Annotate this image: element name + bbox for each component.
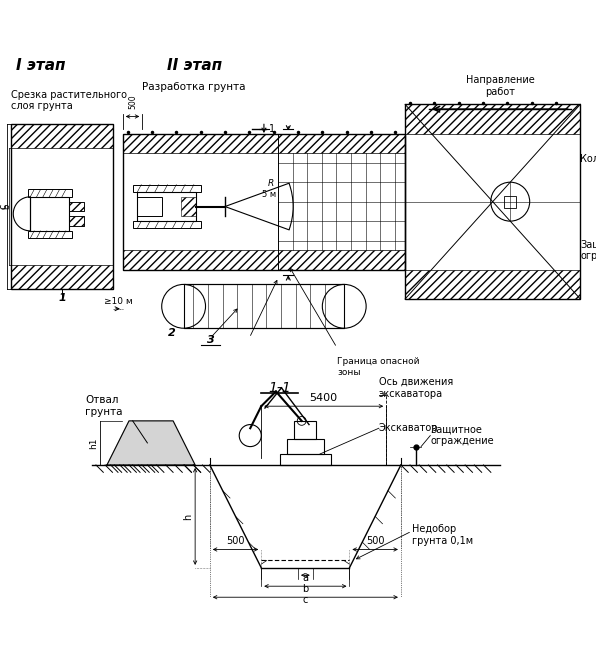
- Bar: [69, 201, 84, 211]
- Bar: [137, 192, 195, 221]
- Text: Колодец: Колодец: [581, 154, 596, 164]
- Text: c: c: [303, 595, 308, 605]
- Text: 1: 1: [269, 124, 275, 134]
- Bar: [405, 104, 581, 134]
- Text: Защитное
ограждение: Защитное ограждение: [430, 425, 494, 446]
- Text: 3: 3: [206, 335, 215, 345]
- Text: Срезка растительного
слоя грунта: Срезка растительного слоя грунта: [11, 90, 127, 112]
- Text: Отвал
грунта: Отвал грунта: [85, 396, 122, 417]
- Text: 500: 500: [128, 94, 137, 109]
- Text: 1-1: 1-1: [268, 381, 291, 395]
- Text: h: h: [183, 513, 193, 520]
- Text: Граница опасной
зоны: Граница опасной зоны: [337, 358, 420, 377]
- Bar: [69, 201, 84, 211]
- Bar: [123, 134, 405, 270]
- Bar: [405, 270, 581, 299]
- Bar: [123, 134, 405, 153]
- Bar: [28, 190, 72, 197]
- Text: R: R: [268, 179, 274, 188]
- Text: Недобор
грунта 0,1м: Недобор грунта 0,1м: [412, 524, 473, 546]
- Bar: [504, 196, 516, 207]
- Bar: [11, 265, 113, 289]
- Text: 5400: 5400: [310, 393, 338, 403]
- Bar: [137, 197, 162, 216]
- Bar: [123, 251, 405, 270]
- Bar: [11, 124, 113, 289]
- Bar: [132, 221, 201, 228]
- Bar: [11, 124, 113, 148]
- Bar: [69, 216, 84, 226]
- Bar: [181, 197, 195, 216]
- Text: I этап: I этап: [15, 58, 65, 73]
- Text: 5 м: 5 м: [262, 190, 277, 199]
- Text: Ось движения
экскаватора: Ось движения экскаватора: [379, 377, 453, 399]
- Text: Экскаватор: Экскаватор: [379, 423, 438, 433]
- Text: c: c: [0, 204, 8, 209]
- Bar: [132, 184, 201, 192]
- Bar: [28, 231, 72, 238]
- Bar: [184, 285, 344, 328]
- Bar: [287, 440, 324, 454]
- Text: b: b: [2, 204, 11, 209]
- Text: Направление
работ: Направление работ: [465, 75, 535, 96]
- Text: b: b: [302, 584, 309, 594]
- Text: h1: h1: [89, 437, 98, 449]
- Text: 500: 500: [366, 536, 384, 546]
- Bar: [280, 454, 331, 465]
- Text: Разработка грунта: Разработка грунта: [142, 82, 246, 92]
- Text: 1: 1: [58, 293, 66, 304]
- Text: a: a: [302, 573, 308, 583]
- Text: Защитное
ограждение: Защитное ограждение: [581, 239, 596, 261]
- Bar: [69, 216, 84, 226]
- Bar: [30, 197, 69, 231]
- Text: 500: 500: [226, 536, 245, 546]
- Text: 2: 2: [167, 327, 175, 338]
- Bar: [405, 104, 581, 299]
- Polygon shape: [107, 421, 195, 465]
- Text: ≥10 м: ≥10 м: [104, 297, 132, 306]
- Bar: [294, 421, 316, 440]
- Text: II этап: II этап: [166, 58, 222, 73]
